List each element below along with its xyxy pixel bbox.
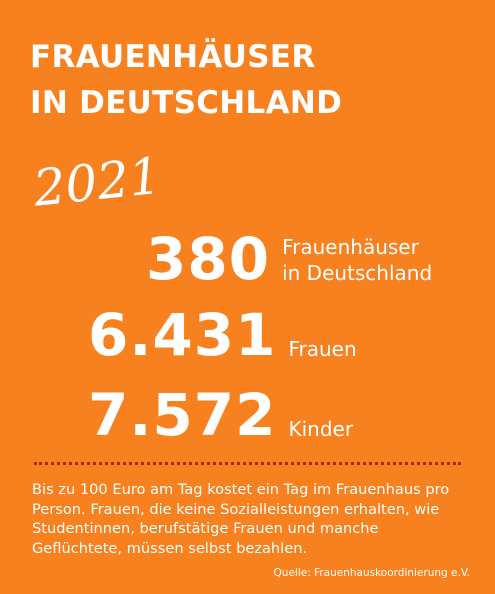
handwritten-year: 2021: [30, 147, 163, 218]
stat-number: 7.572: [88, 381, 277, 449]
stat-label: Frauenhäuser in Deutschland: [282, 234, 432, 288]
stat-frauen: 6.431 Frauen: [88, 306, 357, 364]
stat-number: 6.431: [88, 301, 277, 369]
stat-label-line-1: Frauenhäuser: [282, 235, 419, 259]
year-label: 2021: [30, 147, 163, 218]
stat-label-line-2: in Deutschland: [282, 261, 433, 285]
stat-number: 380: [146, 225, 271, 293]
stat-label-line-1: Kinder: [288, 417, 354, 441]
dotted-divider: [34, 462, 461, 465]
stat-frauenhaeuser: 380 Frauenhäuser in Deutschland: [146, 230, 432, 288]
stat-label-line-1: Frauen: [288, 337, 357, 361]
description-text: Bis zu 100 Euro am Tag kostet ein Tag im…: [32, 481, 450, 557]
title-line-2: IN DEUTSCHLAND: [30, 85, 343, 121]
stat-label: Kinder: [288, 416, 353, 444]
page-title: FRAUENHÄUSER IN DEUTSCHLAND: [30, 34, 342, 126]
source-note: Quelle: Frauenhauskoordinierung e.V.: [273, 567, 470, 579]
title-line-1: FRAUENHÄUSER: [30, 39, 316, 75]
stat-kinder: 7.572 Kinder: [88, 386, 353, 444]
stat-label: Frauen: [288, 336, 356, 364]
